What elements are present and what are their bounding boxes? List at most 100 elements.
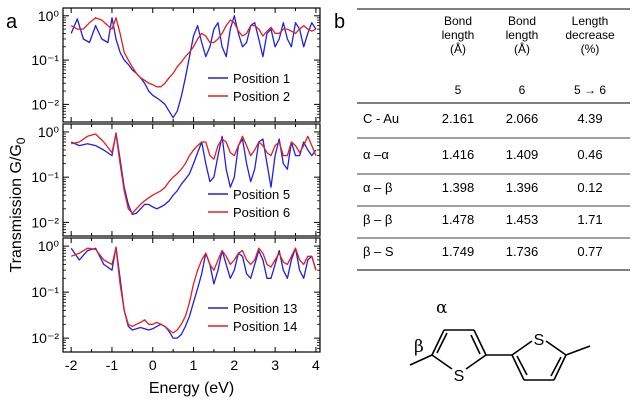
table-header-cell: decrease (565, 28, 615, 42)
sulfur-right: S (534, 332, 545, 349)
table-cell: 1.478 (442, 212, 475, 227)
ring2-bond-c (553, 354, 567, 381)
table-row: C - Au 2.161 2.066 4.39 (363, 111, 603, 126)
table-subheader-cell: 6 (519, 83, 526, 97)
table-header-cell: (%) (581, 42, 600, 56)
y-tick-label: 10⁻² (31, 214, 59, 230)
legend-label: Position 6 (233, 205, 290, 220)
legend-label: Position 14 (233, 319, 297, 334)
ring2-bond-a (511, 340, 533, 356)
table-row: α –α 1.416 1.409 0.46 (363, 147, 603, 162)
table-cell: 0.12 (577, 180, 602, 195)
x-tick-label: 2 (230, 357, 238, 373)
left-thiophene-ring (409, 329, 487, 370)
chart-panel-a-bottom: 10⁻² 10⁻¹ 10⁰ Position 13 Position 14 -2 -1 0 1 2… (31, 237, 321, 397)
ring1-double-a (436, 332, 448, 354)
legend-label: Position 5 (233, 187, 290, 202)
x-tick-label: -2 (65, 357, 78, 373)
table-row-label: α –α (363, 147, 389, 162)
ring2-bond-e (511, 354, 525, 381)
ring2-double-c (550, 356, 562, 377)
table-cell: 1.416 (442, 147, 475, 162)
x-tick-label: 4 (312, 357, 320, 373)
table-cell: 1.398 (442, 180, 475, 195)
methyl-bond-right (565, 345, 591, 356)
table-cell: 1.396 (506, 180, 539, 195)
panel-b-letter: b (334, 11, 345, 33)
series-line-2 (70, 247, 317, 334)
table-cell: 0.77 (577, 244, 602, 259)
table-cell: 1.453 (506, 212, 539, 227)
ring2-double-e (516, 355, 528, 376)
y-axis-title: Transmission G/G0 (8, 137, 28, 272)
table-cell: 1.736 (506, 244, 539, 259)
y-tick-label: 10⁰ (38, 124, 60, 140)
series-line-1 (70, 15, 317, 119)
table-row-label: β – S (363, 244, 394, 259)
table-row: α – β 1.398 1.396 0.12 (363, 180, 603, 195)
chart-legend: Position 13 Position 14 (208, 301, 297, 334)
table-header-cell: Bond (444, 14, 472, 28)
table-cell: 1.749 (442, 244, 475, 259)
legend-label: Position 13 (233, 301, 297, 316)
table-header-cell: length (506, 28, 539, 42)
y-tick-label: 10⁻¹ (31, 284, 59, 300)
chart-panel-a-top: 10⁻² 10⁻¹ 10⁰ Position 1 Position 2 (31, 7, 321, 123)
ring1-bond-d (465, 354, 487, 370)
right-thiophene-ring (486, 340, 591, 381)
chart-panel-a-middle: 10⁻² 10⁻¹ 10⁰ Position 5 Position 6 (31, 123, 321, 237)
panel-a-letter: a (6, 11, 18, 33)
table-header-cell: Bond (508, 14, 536, 28)
x-tick-label: -1 (106, 357, 119, 373)
y-axis-title-subscript: 0 (14, 137, 28, 144)
ring1-double-c (470, 334, 481, 355)
plot-frame (62, 123, 321, 237)
legend-label: Position 2 (233, 89, 290, 104)
table-cell: 1.409 (506, 147, 539, 162)
table-cell: 2.066 (506, 111, 539, 126)
series-lines (70, 15, 317, 119)
legend-label: Position 1 (233, 71, 290, 86)
table-row-label: β – β (363, 212, 392, 227)
ring1-bond-e (431, 354, 453, 370)
table-header-cell: Length (572, 14, 609, 28)
series-line-2 (70, 17, 317, 88)
y-tick-label: 10⁻² (31, 330, 59, 346)
series-lines (70, 132, 317, 216)
y-tick-label: 10⁻² (31, 96, 59, 112)
bithiophene-structure: α β S S (409, 298, 591, 385)
bond-length-table: Bondlength(Å)Bondlength(Å)Lengthdecrease… (357, 8, 630, 271)
series-line-1 (70, 132, 317, 216)
ring1-bond-c (473, 329, 487, 356)
alpha-label: α (436, 298, 448, 318)
x-tick-label: 3 (271, 357, 279, 373)
series-lines (70, 246, 317, 339)
table-row-label: C - Au (363, 111, 399, 126)
y-tick-label: 10⁰ (38, 238, 60, 254)
series-line-1 (70, 246, 317, 339)
y-axis-title-main: Transmission G/G (8, 144, 25, 272)
table-header-cell: (Å) (514, 41, 530, 56)
y-tick-label: 10⁻¹ (31, 52, 59, 68)
plot-frame (62, 7, 321, 123)
methyl-bond-left (409, 354, 433, 366)
y-tick-label: 10⁰ (38, 8, 60, 24)
ring1-bond-a (431, 329, 445, 356)
x-tick-label: 1 (190, 357, 198, 373)
plot-frame (62, 237, 321, 353)
table-row-label: α – β (363, 180, 392, 195)
chart-legend: Position 1 Position 2 (208, 71, 290, 104)
series-line-2 (71, 133, 317, 214)
ring2-bond-b (545, 340, 567, 356)
table-subheader-cell: 5 → 6 (574, 83, 606, 97)
beta-label: β (414, 337, 424, 357)
y-tick-label: 10⁻¹ (31, 169, 59, 185)
table-subheader-cell: 5 (455, 83, 462, 97)
table-row: β – β 1.478 1.453 1.71 (363, 212, 603, 227)
x-tick-label: 0 (149, 357, 157, 373)
table-cell: 0.46 (577, 147, 602, 162)
table-cell: 4.39 (577, 111, 602, 126)
chart-legend: Position 5 Position 6 (208, 187, 290, 220)
